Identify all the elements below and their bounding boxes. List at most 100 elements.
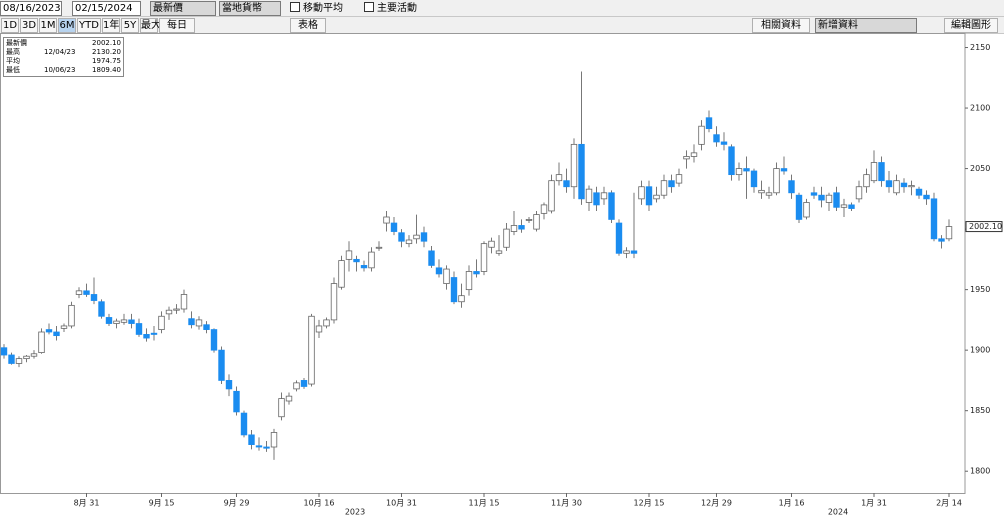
candle-body (330, 283, 338, 321)
year-label: 2024 (828, 508, 848, 515)
add-data[interactable]: 新增資料 (815, 18, 917, 33)
candle-body (210, 329, 218, 351)
candle-body (90, 294, 98, 301)
candle-body (83, 290, 90, 295)
candle-body (218, 349, 225, 381)
end-date[interactable]: 02/15/2024 (72, 1, 141, 16)
period-button[interactable]: 1M (39, 18, 57, 33)
currency-select[interactable]: 當地貨幣 (219, 1, 281, 16)
toolbar-top: 08/16/2023 02/15/2024 最新價 當地貨幣 移動平均 主要活動 (0, 0, 1004, 17)
candle-body (930, 198, 938, 240)
candle-body (848, 204, 855, 209)
period-button[interactable]: 5Y (121, 18, 139, 33)
period-button[interactable]: 1年 (102, 18, 120, 33)
legend: 最新價 2002.10 最高 12/04/23 2130.20 平均 1974.75 最低 10… (3, 37, 124, 77)
candle-body (225, 380, 233, 390)
legend-value: 2130.20 (92, 48, 121, 56)
candle-body (780, 168, 788, 172)
candle-body (803, 202, 810, 218)
year-label: 2023 (345, 508, 365, 515)
candle-body (548, 180, 555, 212)
frequency-select[interactable]: 每日 (159, 18, 195, 33)
candle-body (278, 398, 285, 418)
candle-body (68, 304, 75, 327)
legend-label: 最新價 (6, 39, 27, 47)
start-date[interactable]: 08/16/2023 (0, 1, 62, 16)
candle-body (420, 232, 428, 242)
edit-chart[interactable]: 編輯圖形 (944, 18, 998, 33)
candle-body (863, 174, 870, 188)
candle-body (518, 225, 525, 230)
candle-body (443, 268, 450, 284)
candle-body (98, 301, 105, 317)
candle-body (398, 232, 405, 242)
candle-body (353, 258, 360, 263)
candle-body (345, 250, 353, 260)
candle-body (765, 192, 773, 196)
candle-body (240, 412, 248, 436)
candle-body (413, 234, 420, 240)
candle-body (758, 189, 765, 194)
legend-row: 平均 1974.75 (6, 57, 121, 66)
candle-body (713, 134, 720, 143)
candle-body (908, 185, 915, 188)
candle-body (855, 186, 863, 200)
key-events[interactable]: 主要活動 (364, 2, 417, 15)
period-button[interactable]: 最大 (140, 18, 161, 33)
candle-body (338, 260, 345, 288)
candle-body (60, 325, 68, 329)
candle-body (638, 186, 645, 200)
legend-date: 12/04/23 (44, 48, 76, 56)
price-select[interactable]: 最新價 (150, 1, 216, 16)
candle-body (555, 174, 563, 182)
candle-body (293, 382, 300, 390)
candle-body (120, 319, 128, 323)
candle-body (660, 180, 668, 196)
x-tick-label: 2月 14 (936, 499, 962, 508)
period-button[interactable]: 1D (1, 18, 19, 33)
legend-row: 最新價 2002.10 (6, 39, 121, 48)
candle-body (255, 445, 263, 448)
candle-body (818, 194, 825, 201)
candle-body (195, 319, 203, 327)
table-button[interactable]: 表格 (290, 18, 326, 33)
y-tick-label: 1950 (970, 285, 990, 294)
candle-body (8, 354, 15, 364)
candle-body (915, 188, 923, 196)
candle-body (608, 192, 615, 220)
legend-label: 最高 (6, 48, 20, 56)
candle-body (570, 143, 578, 188)
related-data[interactable]: 相關資料 (752, 18, 810, 33)
candle-body (623, 250, 630, 254)
period-button[interactable]: 6M (58, 18, 76, 33)
y-tick-label: 1900 (970, 346, 990, 355)
key-events-label: 主要活動 (377, 3, 417, 14)
candle-body (525, 219, 533, 221)
candle-body (743, 168, 750, 172)
y-tick-label: 2100 (970, 104, 990, 113)
candle-body (15, 358, 23, 364)
candle-body (900, 182, 908, 188)
candle-body (248, 434, 255, 445)
candle-body (203, 324, 210, 330)
candle-body (405, 239, 413, 245)
period-button[interactable]: YTD (77, 18, 101, 33)
x-tick-label: 8月 31 (74, 499, 100, 508)
x-tick-label: 1月 16 (779, 499, 805, 508)
candle-body (300, 380, 308, 387)
candle-body (540, 204, 548, 214)
candle-body (308, 315, 315, 385)
candle-body (375, 246, 383, 249)
candle-body (728, 146, 735, 176)
candle-body (158, 315, 165, 330)
candle-body (285, 395, 293, 402)
candle-body (885, 180, 893, 188)
y-tick-label: 2150 (970, 43, 990, 52)
candle-body (368, 251, 375, 269)
candle-body (465, 271, 473, 291)
period-button[interactable]: 3D (20, 18, 38, 33)
legend-date: 10/06/23 (44, 66, 76, 74)
candle-body (668, 180, 675, 188)
candle-body (428, 250, 435, 266)
moving-average[interactable]: 移動平均 (290, 2, 343, 15)
